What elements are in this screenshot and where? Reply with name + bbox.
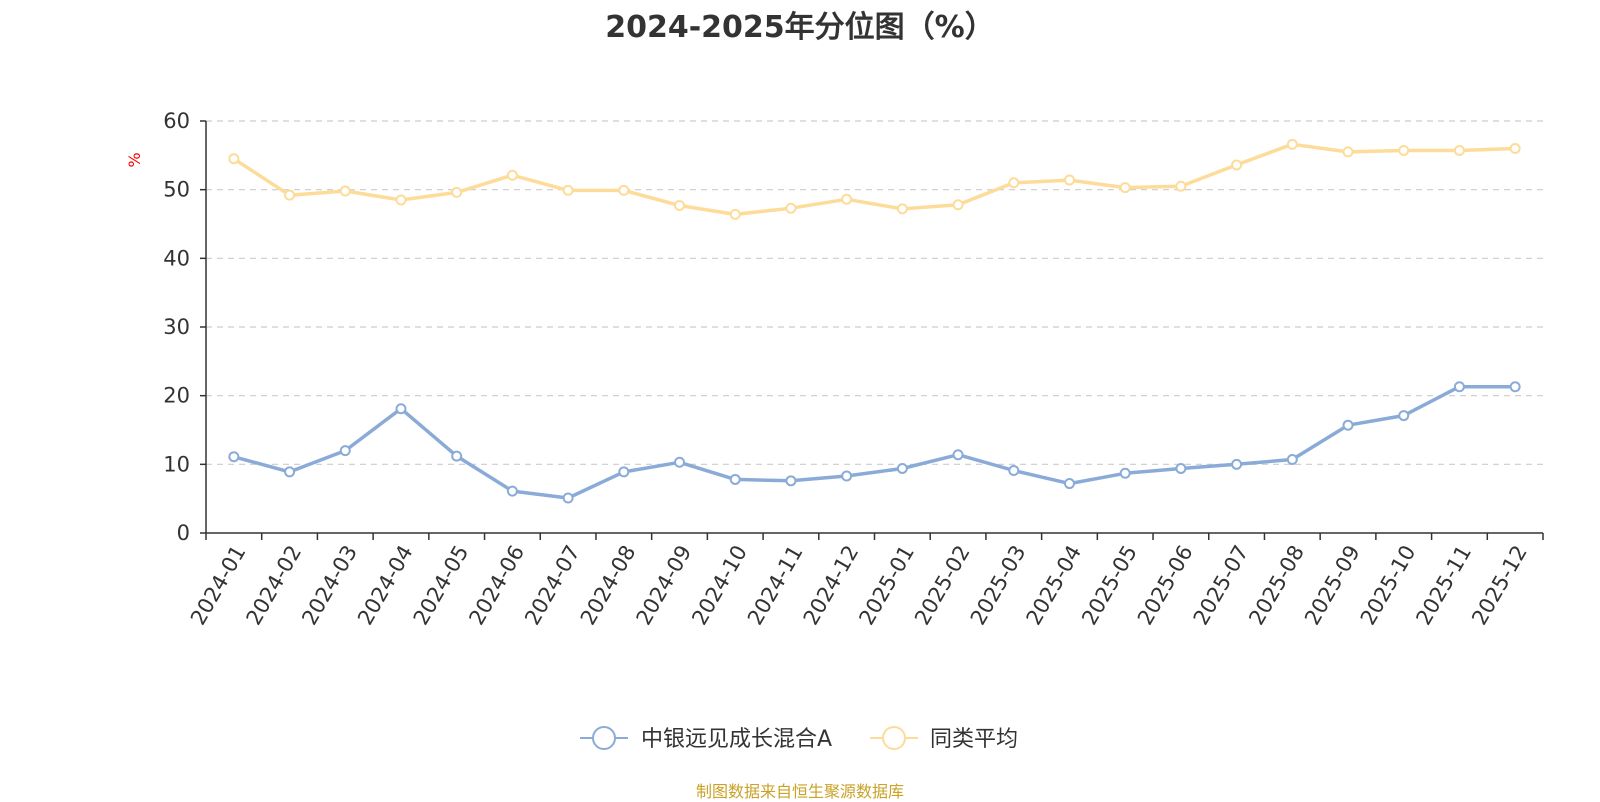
data-point (562, 492, 574, 504)
chart-title: 2024-2025年分位图（%） (605, 10, 995, 45)
x-tick-label: 2025-09 (1300, 541, 1365, 629)
y-tick-label: 20 (163, 384, 190, 408)
x-tick-label: 2025-04 (1022, 541, 1087, 629)
legend-item-2[interactable]: 同类平均 (870, 726, 1018, 752)
x-tick-label: 2024-10 (687, 541, 752, 629)
data-point (1119, 182, 1131, 194)
x-tick-label: 2025-02 (910, 541, 975, 629)
data-point (228, 451, 240, 463)
series-2 (228, 138, 1521, 220)
y-tick-label: 50 (163, 178, 190, 202)
x-tick-label: 2025-11 (1411, 541, 1476, 629)
data-point (841, 470, 853, 482)
data-point (1286, 138, 1298, 150)
axis-layer: 01020304050602024-012024-022024-032024-0… (163, 109, 1544, 629)
x-tick-label: 2024-05 (409, 541, 474, 629)
x-tick-label: 2024-06 (464, 541, 529, 629)
data-point (1175, 180, 1187, 192)
x-tick-label: 2024-09 (632, 541, 697, 629)
source-note: 制图数据来自恒生聚源数据库 (695, 782, 904, 801)
data-point (1453, 145, 1465, 157)
data-point (339, 185, 351, 197)
x-tick-label: 2024-12 (799, 541, 864, 629)
data-point (618, 184, 630, 196)
data-point (1509, 142, 1521, 154)
series-layer (228, 138, 1521, 504)
data-point (1286, 454, 1298, 466)
data-point (896, 203, 908, 215)
y-tick-label: 30 (163, 315, 190, 339)
x-tick-label: 2024-03 (297, 541, 362, 629)
x-tick-label: 2025-05 (1077, 541, 1142, 629)
x-tick-label: 2025-01 (854, 541, 919, 629)
series-line (232, 384, 1517, 500)
data-point (1231, 458, 1243, 470)
data-point (395, 194, 407, 206)
data-point (562, 184, 574, 196)
data-point (228, 153, 240, 165)
data-point (674, 456, 686, 468)
data-point (1342, 419, 1354, 431)
data-point (1063, 478, 1075, 490)
data-point (284, 466, 296, 478)
data-point (1509, 381, 1521, 393)
data-point (1175, 462, 1187, 474)
data-point (841, 193, 853, 205)
data-point (785, 202, 797, 214)
data-point (1231, 159, 1243, 171)
x-tick-label: 2024-04 (353, 541, 418, 629)
x-tick-label: 2024-11 (743, 541, 808, 629)
x-tick-label: 2025-10 (1356, 541, 1421, 629)
series-1 (228, 381, 1521, 504)
data-point (506, 169, 518, 181)
data-point (506, 485, 518, 497)
data-point (284, 189, 296, 201)
data-point (1063, 174, 1075, 186)
x-tick-label: 2024-07 (520, 541, 585, 629)
legend[interactable]: 中银远见成长混合A 同类平均 (580, 726, 1018, 752)
data-point (1008, 465, 1020, 477)
legend-label: 同类平均 (930, 727, 1018, 752)
x-tick-label: 2025-03 (966, 541, 1031, 629)
data-point (339, 445, 351, 457)
legend-marker (592, 726, 616, 750)
data-point (451, 450, 463, 462)
data-point (729, 473, 741, 485)
data-point (1008, 177, 1020, 189)
y-tick-label: 0 (177, 521, 190, 545)
y-tick-label: 60 (163, 109, 190, 133)
data-point (952, 449, 964, 461)
x-tick-label: 2024-08 (576, 541, 641, 629)
data-point (896, 462, 908, 474)
data-point (1398, 410, 1410, 422)
data-point (785, 475, 797, 487)
x-tick-label: 2025-12 (1467, 541, 1532, 629)
x-tick-label: 2024-02 (242, 541, 307, 629)
x-tick-label: 2024-01 (186, 541, 251, 629)
data-point (952, 199, 964, 211)
legend-marker (882, 726, 906, 750)
data-point (451, 186, 463, 198)
data-point (1398, 145, 1410, 157)
data-point (1119, 467, 1131, 479)
legend-label: 中银远见成长混合A (641, 727, 832, 752)
data-point (674, 199, 686, 211)
data-point (729, 208, 741, 220)
data-point (1342, 146, 1354, 158)
x-tick-label: 2025-08 (1244, 541, 1309, 629)
data-point (395, 403, 407, 415)
legend-item-1[interactable]: 中银远见成长混合A (580, 726, 832, 752)
series-line (232, 142, 1517, 217)
data-point (618, 466, 630, 478)
x-tick-label: 2025-06 (1133, 541, 1198, 629)
data-point (1453, 381, 1465, 393)
y-tick-label: 40 (163, 246, 190, 270)
y-tick-label: 10 (163, 452, 190, 476)
x-tick-label: 2025-07 (1189, 541, 1254, 629)
y-axis-unit-label: % (125, 152, 144, 167)
grid-layer (206, 120, 1543, 465)
